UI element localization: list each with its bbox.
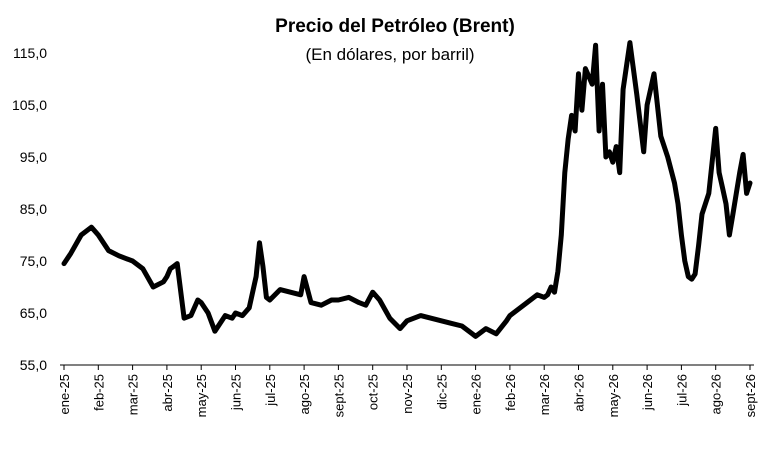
x-tick-label: jun-25 <box>229 374 244 411</box>
x-tick-label: mar-25 <box>126 374 141 415</box>
x-tick-label: sept-26 <box>743 374 758 417</box>
y-tick-label: 85,0 <box>20 201 47 217</box>
x-tick-label: oct-25 <box>366 374 381 410</box>
x-tick-label: ene-26 <box>469 374 484 414</box>
x-axis-ticks: ene-25 feb-25 mar-25 abr-25 may-25 jun-25 jul-… <box>57 365 758 417</box>
x-tick-label: abr-26 <box>572 374 587 412</box>
y-axis-ticks: 55,0 65,0 75,0 85,0 95,0 105,0 115,0 <box>12 45 47 373</box>
x-tick-label: feb-26 <box>503 374 518 411</box>
x-tick-label: ago-26 <box>709 374 724 414</box>
x-tick-label: nov-25 <box>400 374 415 414</box>
y-tick-label: 55,0 <box>20 357 47 373</box>
chart-title: Precio del Petróleo (Brent) <box>275 16 515 37</box>
x-tick-label: jul-25 <box>263 374 278 407</box>
y-tick-label: 95,0 <box>20 149 47 165</box>
x-tick-label: jul-26 <box>674 374 689 407</box>
x-tick-label: ene-25 <box>57 374 72 414</box>
x-tick-label: jun-26 <box>640 374 655 411</box>
x-tick-label: abr-25 <box>160 374 175 412</box>
x-tick-label: feb-25 <box>91 374 106 411</box>
y-tick-label: 75,0 <box>20 253 47 269</box>
x-tick-label: ago-25 <box>297 374 312 414</box>
x-tick-label: sept-25 <box>331 374 346 417</box>
chart-subtitle: (En dólares, por barril) <box>305 45 474 64</box>
x-tick-label: may-25 <box>194 374 209 417</box>
x-tick-label: may-26 <box>606 374 621 417</box>
series-line <box>61 40 753 339</box>
y-tick-label: 115,0 <box>13 45 47 61</box>
x-tick-label: mar-26 <box>537 374 552 415</box>
y-tick-label: 105,0 <box>12 97 47 113</box>
x-tick-label: dic-25 <box>434 374 449 409</box>
y-tick-label: 65,0 <box>20 305 47 321</box>
